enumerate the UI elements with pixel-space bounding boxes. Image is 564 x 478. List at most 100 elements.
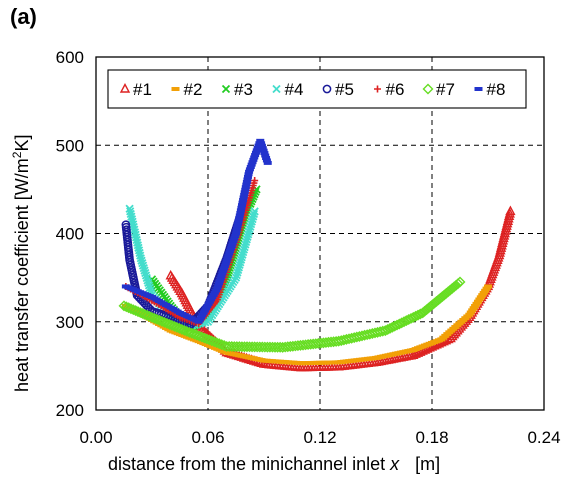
series-marker <box>237 205 246 210</box>
legend-label: #1 <box>133 80 152 99</box>
series-marker <box>219 268 228 273</box>
series-marker <box>476 295 485 300</box>
data-point <box>203 317 213 326</box>
x-tick-label: 0.00 <box>79 428 112 447</box>
data-point <box>118 300 130 312</box>
data-point <box>136 254 145 263</box>
data-point <box>213 286 222 291</box>
series-marker <box>261 153 270 158</box>
data-point <box>484 284 492 289</box>
series-marker <box>215 281 224 286</box>
data-point <box>252 185 261 194</box>
data-point <box>232 231 240 236</box>
series-marker <box>204 301 213 306</box>
data-point <box>146 311 158 323</box>
legend-marker <box>322 84 332 94</box>
y-tick-label: 300 <box>56 313 84 332</box>
grid <box>96 57 544 410</box>
series-marker <box>250 155 259 160</box>
series-marker <box>248 160 257 165</box>
series-marker <box>414 308 426 320</box>
data-point <box>505 205 516 216</box>
y-tick-label: 200 <box>56 401 84 420</box>
series-marker <box>251 153 260 158</box>
series-marker <box>468 308 477 313</box>
series-marker <box>218 271 227 276</box>
series-marker <box>398 316 410 328</box>
series-8 <box>121 138 272 324</box>
legend-label: #7 <box>436 80 455 99</box>
data-point <box>251 177 259 185</box>
data-point <box>176 310 184 315</box>
legend-label: #2 <box>184 80 203 99</box>
series-marker <box>403 314 415 326</box>
data-point <box>333 360 344 371</box>
series-marker <box>469 306 478 311</box>
series-marker <box>212 288 221 293</box>
series-marker <box>240 192 249 197</box>
data-point <box>166 328 175 333</box>
series-marker <box>389 320 401 332</box>
data-point <box>379 325 391 337</box>
data-point <box>125 204 134 213</box>
series-marker <box>205 299 214 304</box>
series-marker <box>195 317 204 322</box>
data-point <box>245 169 254 174</box>
series-marker <box>252 148 261 153</box>
data-point <box>231 273 241 282</box>
series-marker <box>246 164 255 169</box>
series-marker <box>223 256 232 261</box>
series-marker <box>382 323 394 335</box>
data-point <box>256 138 265 143</box>
series-marker <box>479 290 488 295</box>
data-point <box>221 340 233 352</box>
series-marker <box>236 210 245 215</box>
x-tick-label: 0.18 <box>415 428 448 447</box>
series-marker <box>400 315 412 327</box>
series-marker <box>243 174 252 179</box>
series-marker <box>471 304 480 309</box>
series-marker <box>226 248 235 253</box>
series-marker <box>228 241 237 246</box>
data-point <box>183 326 195 338</box>
series-marker <box>220 266 229 271</box>
series-marker <box>230 236 239 241</box>
series-marker <box>231 233 240 238</box>
series-marker <box>245 167 254 172</box>
data-point <box>125 255 134 265</box>
series-marker <box>199 310 208 315</box>
series-marker <box>249 157 258 162</box>
data-point <box>372 355 380 360</box>
series-marker <box>238 200 247 205</box>
series-marker <box>249 209 259 219</box>
x-axis-title: distance from the minichannel inlet x [m] <box>108 454 440 474</box>
data-point <box>250 207 259 216</box>
series-marker <box>410 310 422 322</box>
legend-box <box>107 69 527 109</box>
series-layer <box>118 138 516 372</box>
legend-marker <box>221 84 231 94</box>
series-marker <box>393 318 405 330</box>
data-point <box>333 335 345 347</box>
series-marker <box>472 301 481 306</box>
series-marker <box>386 321 398 333</box>
series-marker <box>259 148 268 153</box>
series-marker <box>208 295 217 300</box>
legend-marker <box>171 87 180 91</box>
series-marker <box>227 243 236 248</box>
series-marker <box>232 228 241 233</box>
series-marker <box>214 283 223 288</box>
series-marker <box>215 278 224 283</box>
series-marker <box>202 306 211 311</box>
series-7 <box>118 276 466 353</box>
series-marker <box>478 293 487 298</box>
series-marker <box>247 162 256 167</box>
data-point <box>260 358 268 363</box>
series-marker <box>221 261 230 266</box>
data-point <box>194 319 203 324</box>
legend-label: #8 <box>487 80 506 99</box>
data-point <box>437 337 446 342</box>
series-marker <box>234 221 243 226</box>
series-marker <box>243 177 252 182</box>
series-2 <box>121 284 492 366</box>
